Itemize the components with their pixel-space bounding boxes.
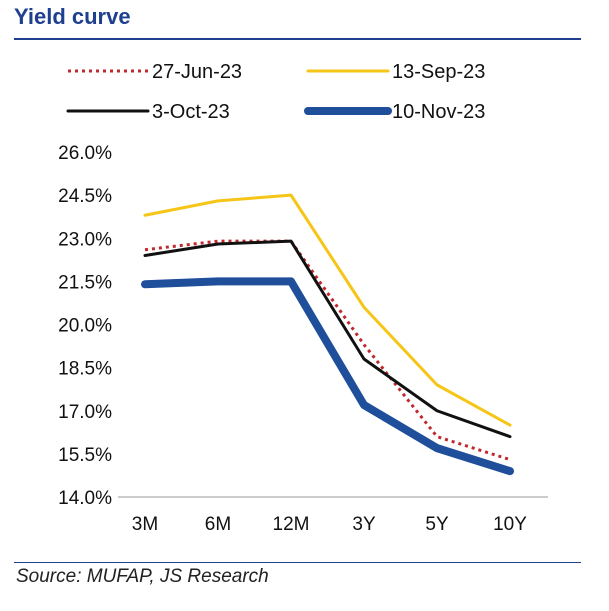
legend: 27-Jun-23 13-Sep-23 3-Oct-23 10-Nov-23	[66, 61, 485, 123]
legend-item: 27-Jun-23	[68, 61, 242, 83]
y-tick-label: 17.0%	[58, 402, 112, 423]
y-tick-label: 15.5%	[58, 445, 112, 466]
legend-label: 3-Oct-23	[152, 101, 230, 123]
x-tick-label: 5Y	[425, 514, 449, 535]
legend-item: 3-Oct-23	[66, 101, 230, 123]
legend-item: 10-Nov-23	[304, 101, 485, 123]
legend-label: 27-Jun-23	[152, 61, 242, 83]
y-tick-label: 21.5%	[58, 272, 112, 293]
legend-label: 10-Nov-23	[392, 101, 485, 123]
y-tick-label: 20.0%	[58, 316, 112, 337]
y-tick-label: 14.0%	[58, 488, 112, 509]
legend-label: 13-Sep-23	[392, 61, 485, 83]
y-tick-label: 26.0%	[58, 143, 112, 164]
source-divider	[14, 562, 581, 563]
x-tick-label: 12M	[273, 514, 310, 535]
x-tick-label: 3M	[132, 514, 158, 535]
x-tick-label: 6M	[205, 514, 231, 535]
y-tick-label: 18.5%	[58, 359, 112, 380]
x-tick-label: 3Y	[352, 514, 376, 535]
x-axis: 3M 6M 12M 3Y 5Y 10Y	[118, 496, 548, 535]
chart-title: Yield curve	[14, 4, 131, 29]
source-note: Source: MUFAP, JS Research	[16, 566, 269, 587]
y-tick-label: 23.0%	[58, 229, 112, 250]
x-tick-label: 10Y	[493, 514, 527, 535]
title-divider	[14, 38, 581, 40]
series-line-3-Oct-23	[143, 239, 512, 439]
y-axis: 26.0% 24.5% 23.0% 21.5% 20.0% 18.5% 17.0% 15.5%…	[58, 143, 112, 509]
series-line-13-Sep-23	[143, 193, 512, 427]
series-line-10-Nov-23	[141, 277, 514, 476]
legend-item: 13-Sep-23	[306, 61, 485, 83]
series-lines	[141, 193, 514, 476]
y-tick-label: 24.5%	[58, 186, 112, 207]
